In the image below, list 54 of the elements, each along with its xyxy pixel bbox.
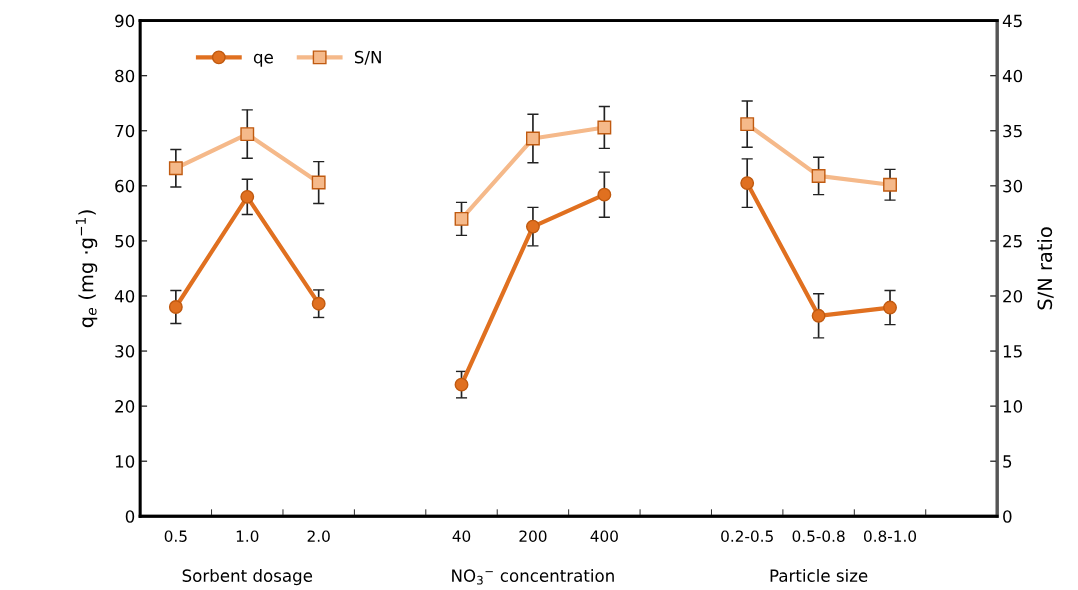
y2-tick-label: 45: [1002, 14, 1022, 28]
point: [740, 117, 755, 132]
y2-axis-title: S/N ratio: [1037, 227, 1054, 310]
x-tick-label: 40: [452, 530, 471, 542]
point: [597, 120, 612, 135]
y-axis-title: q$_{e}$ (mg ·g$^{−1}$): [75, 210, 98, 328]
y2-tick-label: 0: [1003, 510, 1012, 523]
y-tick-label: 90: [115, 14, 135, 28]
y-tick-label: 40: [114, 289, 135, 303]
x-tick-label: 0.2-0.5: [721, 530, 773, 542]
legend-label: S/N: [354, 50, 381, 65]
y-tick-label: 70: [115, 124, 135, 138]
point: [525, 219, 540, 234]
point: [454, 211, 469, 226]
y-tick-label: 50: [115, 234, 135, 248]
x-tick-label: 2.0: [307, 530, 330, 542]
point: [811, 168, 826, 183]
y2-tick-label: 15: [1003, 345, 1022, 358]
x-tick-label: 400: [590, 530, 618, 542]
x-tick-label: 0.5-0.8: [792, 530, 845, 542]
point: [240, 189, 255, 204]
point: [311, 296, 326, 311]
legend-label: qe: [253, 53, 273, 67]
y-tick-label: 80: [115, 69, 135, 83]
x-tick-label: 0.5: [164, 530, 187, 542]
x-tick-label: 0.8-1.0: [863, 530, 917, 542]
point: [311, 175, 326, 190]
y-tick-label: 0: [125, 510, 135, 523]
point: [740, 176, 755, 191]
y2-tick-label: 25: [1003, 234, 1022, 248]
x-tick-label: 200: [519, 530, 547, 542]
point: [454, 377, 469, 392]
y-tick-label: 30: [115, 345, 135, 358]
x-tick-label: 1.0: [236, 530, 259, 542]
point: [168, 300, 183, 314]
y2-tick-label: 20: [1003, 289, 1023, 303]
text: Particle size: [770, 569, 868, 582]
y-tick-label: 20: [115, 400, 135, 413]
y2-tick-label: 5: [1003, 455, 1012, 468]
y2-tick-label: 40: [1002, 69, 1023, 83]
y2-tick-label: 30: [1003, 179, 1023, 193]
point: [525, 131, 540, 146]
point: [883, 177, 897, 192]
text: Sorbent dosage: [182, 569, 313, 586]
y2-tick-label: 10: [1003, 400, 1023, 413]
y-tick-label: 60: [115, 179, 135, 193]
point: [597, 187, 612, 202]
point: [240, 127, 255, 142]
y2-tick-label: 35: [1003, 124, 1022, 138]
point: [811, 308, 826, 323]
y-tick-label: 10: [115, 455, 135, 468]
text: NO$_{3}$$^{−}$ concentration: [452, 569, 614, 585]
point: [883, 300, 897, 315]
point: [168, 161, 183, 176]
